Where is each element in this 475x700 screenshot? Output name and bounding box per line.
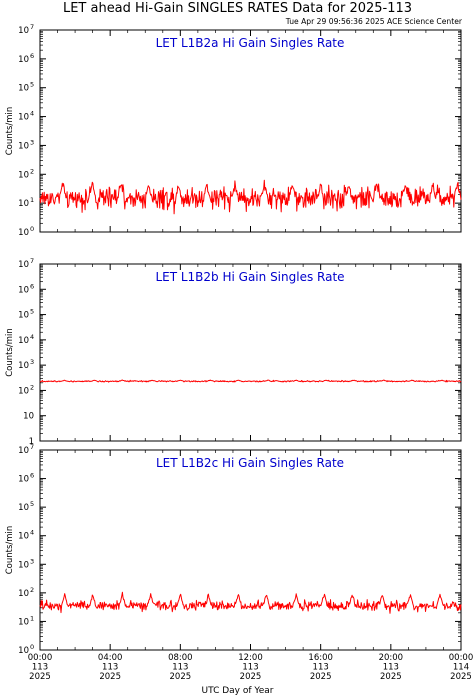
y-tick-label: 10 xyxy=(18,26,29,36)
y-tick-label: 10 xyxy=(18,446,29,456)
x-tick-time: 12:00 xyxy=(238,653,263,663)
x-tick-year: 2025 xyxy=(29,672,51,682)
y-tick-exponent: 3 xyxy=(30,557,34,565)
x-tick-time: 00:00 xyxy=(449,653,474,663)
y-tick-label: 10 xyxy=(18,113,29,123)
x-tick-doy: 113 xyxy=(313,663,329,673)
x-tick-time: 04:00 xyxy=(98,653,123,663)
x-tick-doy: 113 xyxy=(383,663,399,673)
y-tick-exponent: 2 xyxy=(30,586,34,594)
panel-title: LET L1B2b Hi Gain Singles Rate xyxy=(155,270,344,284)
y-tick-label: 10 xyxy=(18,170,29,180)
y-tick-label: 10 xyxy=(18,617,29,627)
y-tick-label: 1 xyxy=(29,437,34,447)
x-tick-time: 16:00 xyxy=(308,653,333,663)
y-tick-exponent: 5 xyxy=(30,308,34,316)
series-line xyxy=(39,591,462,614)
x-tick-time: 08:00 xyxy=(168,653,193,663)
y-tick-exponent: 5 xyxy=(30,500,34,508)
y-tick-exponent: 5 xyxy=(30,81,34,89)
y-tick-exponent: 3 xyxy=(30,138,34,146)
y-tick-label: 10 xyxy=(18,260,29,270)
y-tick-exponent: 0 xyxy=(30,225,34,233)
y-axis-label: Counts/min xyxy=(5,107,15,156)
y-tick-exponent: 1 xyxy=(30,614,34,622)
y-tick-label: 10 xyxy=(18,503,29,513)
y-tick-exponent: 6 xyxy=(30,52,34,60)
y-tick-label: 10 xyxy=(18,311,29,321)
page-title: LET ahead Hi-Gain SINGLES RATES Data for… xyxy=(62,1,413,16)
y-tick-exponent: 7 xyxy=(30,23,34,31)
panel-title: LET L1B2a Hi Gain Singles Rate xyxy=(156,36,345,50)
y-tick-exponent: 0 xyxy=(30,643,34,651)
y-tick-exponent: 6 xyxy=(30,472,34,480)
y-tick-exponent: 7 xyxy=(30,443,34,451)
y-axis-label: Counts/min xyxy=(5,526,15,575)
x-tick-doy: 113 xyxy=(102,663,118,673)
y-tick-label: 10 xyxy=(18,560,29,570)
x-tick-doy: 113 xyxy=(172,663,188,673)
x-tick-year: 2025 xyxy=(240,672,262,682)
y-tick-exponent: 4 xyxy=(30,529,34,537)
y-tick-label: 10 xyxy=(18,55,29,65)
y-tick-label: 10 xyxy=(18,199,29,209)
x-tick-year: 2025 xyxy=(310,672,332,682)
y-tick-label: 10 xyxy=(18,361,29,371)
y-tick-label: 10 xyxy=(18,336,29,346)
panel-frame xyxy=(39,449,462,651)
y-tick-label: 10 xyxy=(18,589,29,599)
series-line xyxy=(39,179,462,215)
y-tick-label: 10 xyxy=(23,412,34,422)
x-tick-time: 00:00 xyxy=(28,653,53,663)
y-tick-label: 10 xyxy=(18,141,29,151)
y-tick-label: 10 xyxy=(18,386,29,396)
y-tick-label: 10 xyxy=(18,475,29,485)
x-tick-doy: 113 xyxy=(32,663,48,673)
y-tick-exponent: 3 xyxy=(30,358,34,366)
y-tick-label: 10 xyxy=(18,532,29,542)
y-tick-exponent: 2 xyxy=(30,167,34,175)
series-line xyxy=(39,379,462,383)
y-tick-label: 10 xyxy=(18,228,29,238)
timestamp: Tue Apr 29 09:56:36 2025 ACE Science Cen… xyxy=(285,17,462,26)
x-tick-doy: 113 xyxy=(242,663,258,673)
y-tick-label: 10 xyxy=(18,84,29,94)
x-tick-year: 2025 xyxy=(450,672,472,682)
y-tick-label: 10 xyxy=(18,285,29,295)
y-tick-label: 10 xyxy=(18,646,29,656)
y-tick-exponent: 2 xyxy=(30,383,34,391)
y-tick-exponent: 4 xyxy=(30,110,34,118)
y-tick-exponent: 7 xyxy=(30,257,34,265)
panel-frame xyxy=(39,263,462,442)
y-tick-exponent: 1 xyxy=(30,196,34,204)
panel-title: LET L1B2c Hi Gain Singles Rate xyxy=(156,456,344,470)
x-tick-time: 20:00 xyxy=(379,653,404,663)
y-axis-label: Counts/min xyxy=(5,328,15,377)
x-tick-year: 2025 xyxy=(99,672,121,682)
x-axis-label: UTC Day of Year xyxy=(201,686,274,696)
x-tick-year: 2025 xyxy=(380,672,402,682)
x-tick-year: 2025 xyxy=(170,672,192,682)
y-tick-exponent: 6 xyxy=(30,282,34,290)
x-tick-doy: 114 xyxy=(453,663,469,673)
y-tick-exponent: 4 xyxy=(30,333,34,341)
